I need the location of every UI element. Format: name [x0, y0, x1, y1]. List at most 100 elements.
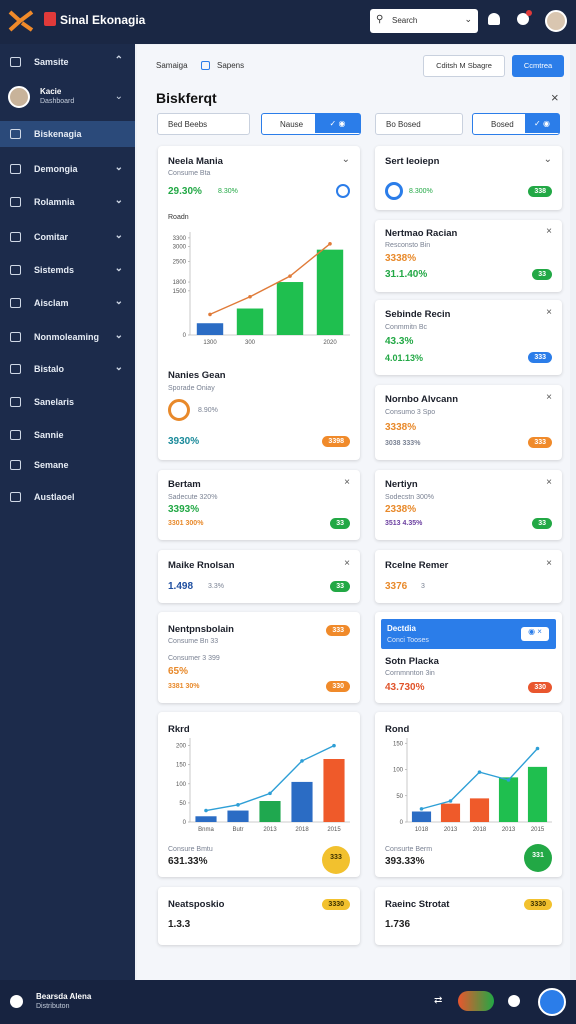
card-title: Neatsposkio — [168, 899, 225, 910]
footer-icon — [10, 995, 23, 1008]
card-value-secondary: 3.3% — [208, 583, 224, 590]
y-tick-label: 150 — [393, 741, 404, 747]
y-tick-label: 150 — [176, 763, 187, 769]
sidebar-item[interactable]: Sannie — [0, 422, 135, 448]
page-title: Biskferqt — [156, 90, 217, 106]
card: Rcelne Remer × 3376 3 — [375, 550, 562, 603]
card-value: 3338% — [385, 253, 417, 264]
card-title: Nentpnsbolain — [168, 624, 234, 635]
secondary-button[interactable]: Cditsh M Sbagre — [423, 55, 505, 77]
filter-input[interactable]: Bo Bosed — [375, 113, 463, 135]
sidebar-item[interactable]: Demongia ⌄ — [0, 156, 135, 182]
bar — [323, 759, 345, 822]
card-value: 1.736 — [385, 919, 411, 930]
close-icon[interactable]: × — [546, 477, 552, 488]
badge: 333 — [528, 437, 552, 448]
card-title: Rond — [385, 724, 410, 735]
close-icon[interactable]: × — [546, 558, 552, 569]
sidebar-item[interactable]: Aisclam ⌄ — [0, 290, 135, 316]
sidebar-item[interactable]: Semane — [0, 452, 135, 478]
sidebar-label: Comitar — [34, 232, 69, 242]
bar — [276, 282, 304, 335]
badge: 33 — [330, 518, 350, 529]
trend-point — [236, 803, 240, 807]
alert-dot — [526, 10, 532, 16]
sidebar-item[interactable]: Bistalo ⌄ — [0, 356, 135, 382]
filter-input[interactable]: Bed Beebs — [157, 113, 250, 135]
close-icon[interactable]: × — [546, 307, 552, 318]
footer: Bearsda Alena Distributon ⇄ — [0, 980, 576, 1024]
card: Maike Rnolsan × 1.498 3.3% 33 — [158, 550, 360, 603]
sidebar-item[interactable]: Austlaoel — [0, 484, 135, 510]
card-subtitle: Conmmitn Bc — [385, 324, 428, 331]
trend-point — [535, 746, 540, 751]
sidebar-label: Rolamnia — [34, 197, 75, 207]
card-subtitle: Sodecstn 300% — [385, 494, 435, 501]
card: Nertmao Racian × Resconsto Bin 3338% 31.… — [375, 220, 562, 292]
card: Sert Ieoiepn ⌄ 8.300% 338 — [375, 146, 562, 210]
card-value-secondary: 3381 30% — [168, 683, 200, 690]
card-title: Nertmao Racian — [385, 228, 458, 239]
sidebar-item[interactable]: Sanelaris — [0, 389, 135, 415]
card-title: Sert Ieoiepn — [385, 156, 440, 167]
bar — [316, 249, 344, 335]
sidebar-label: Sannie — [34, 430, 64, 440]
x-tick-label: Butr — [232, 827, 243, 833]
filter-text: Bosed — [491, 119, 514, 129]
badge: 3330 — [524, 899, 552, 910]
close-button[interactable]: × — [551, 90, 559, 105]
close-icon[interactable]: × — [546, 392, 552, 403]
x-tick-label: 1300 — [203, 340, 217, 346]
sidebar-item[interactable]: Nonmoleaming ⌄ — [0, 324, 135, 350]
sidebar-top[interactable]: Samsite ⌃ — [0, 49, 135, 75]
close-icon[interactable]: × — [546, 226, 552, 237]
user-icon[interactable] — [508, 995, 520, 1007]
card: Neela Mania ⌄ Consume Bta 29.30% 8.30% R… — [158, 146, 360, 460]
close-icon[interactable]: × — [344, 558, 350, 569]
status-icon — [336, 184, 350, 198]
sidebar-item[interactable]: Sistemds ⌄ — [0, 257, 135, 283]
chevron[interactable]: ⌄ — [341, 154, 350, 165]
card: Nertiyn × Sodecstn 300% 2338% 3513 4.35%… — [375, 470, 562, 540]
search-box[interactable]: Search ⚲ ⌄ — [370, 9, 478, 33]
card-value-secondary: 8.30% — [218, 188, 238, 195]
trend-point — [419, 807, 424, 811]
card: Nentpnsbolain Consume Bn 33 333 Consumer… — [158, 612, 360, 703]
avatar[interactable] — [545, 10, 567, 32]
header-subtitle: Conci Tooses — [387, 637, 429, 644]
card: Raeinc Strotat 1.736 3330 — [375, 887, 562, 945]
card-value: 65% — [168, 666, 189, 677]
x-tick-label: 2020 — [323, 340, 337, 346]
card: Neatsposkio 1.3.3 3330 — [158, 887, 360, 945]
sidebar-label: Aisclam — [34, 298, 69, 308]
trend-line — [209, 243, 331, 316]
bell-icon[interactable] — [488, 13, 500, 25]
primary-button[interactable]: Ccmtrea — [512, 55, 564, 77]
trend-point — [248, 294, 252, 299]
card-subtitle: Cornmnnton 3in — [385, 670, 435, 677]
badge: 33 — [330, 581, 350, 592]
badge: 333 — [322, 846, 350, 874]
settings-icon[interactable]: ⇄ — [434, 995, 443, 1006]
chevron[interactable]: ⌄ — [543, 154, 552, 165]
breadcrumb[interactable]: Sapens — [217, 61, 245, 70]
sidebar-label: Sistemds — [34, 265, 75, 275]
app-icon — [44, 12, 56, 26]
chart: 0 1500 1800 2500 3000 3300 1300 300 2020 — [173, 232, 350, 346]
filter-select[interactable]: Nause ✓ ◉ — [261, 113, 361, 135]
fab-button[interactable] — [538, 988, 566, 1016]
toggle[interactable] — [458, 991, 494, 1011]
sidebar-item[interactable]: Rolamnia ⌄ — [0, 189, 135, 215]
badge: 3398 — [322, 436, 350, 447]
bar — [498, 777, 519, 822]
close-icon[interactable]: × — [344, 477, 350, 488]
header-button[interactable]: ◉ × — [521, 627, 549, 641]
sidebar-label: Demongia — [34, 164, 78, 174]
breadcrumb[interactable]: Samaiga — [156, 61, 188, 70]
sidebar-item[interactable]: Biskenagia — [0, 121, 135, 147]
y-tick-label: 3000 — [173, 245, 187, 251]
sidebar-item[interactable]: Comitar ⌄ — [0, 224, 135, 250]
filter-select[interactable]: Bosed ✓ ◉ — [472, 113, 560, 135]
alert-icon[interactable] — [517, 13, 529, 25]
